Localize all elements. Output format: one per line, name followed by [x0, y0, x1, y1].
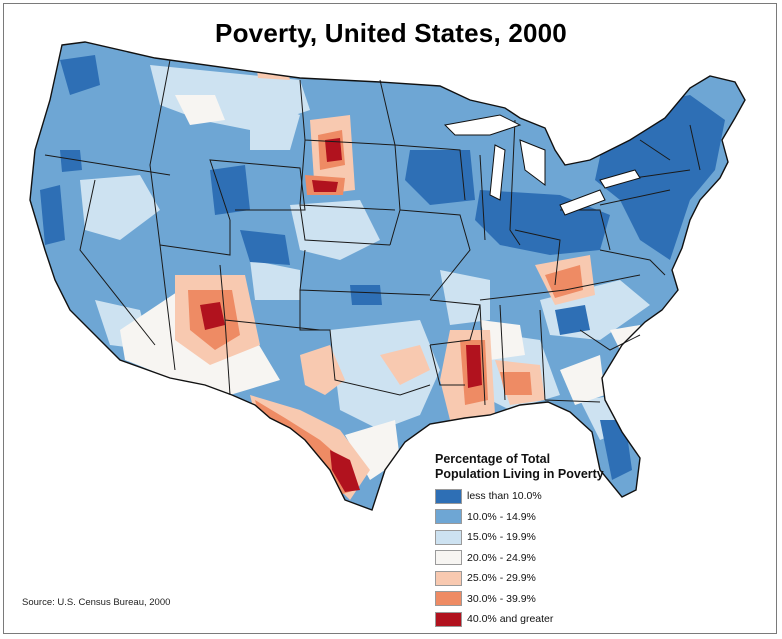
- legend-swatch: [435, 509, 462, 525]
- legend-item: 25.0% - 29.9%: [435, 568, 615, 589]
- legend-item: 10.0% - 14.9%: [435, 507, 615, 528]
- legend-label: 40.0% and greater: [467, 613, 554, 626]
- source-note: Source: U.S. Census Bureau, 2000: [22, 597, 171, 608]
- legend-item: 30.0% - 39.9%: [435, 589, 615, 610]
- legend-title-line-1: Percentage of Total: [435, 452, 551, 466]
- legend: Percentage of Total Population Living in…: [435, 452, 615, 630]
- map-title: Poverty, United States, 2000: [215, 18, 567, 48]
- legend-item: 15.0% - 19.9%: [435, 527, 615, 548]
- state-boundaries: [44, 59, 701, 406]
- legend-label: 20.0% - 24.9%: [467, 551, 536, 564]
- legend-label: 15.0% - 19.9%: [467, 531, 536, 544]
- legend-label: 10.0% - 14.9%: [467, 510, 536, 523]
- legend-swatch: [435, 570, 462, 586]
- legend-label: less than 10.0%: [467, 490, 542, 503]
- legend-swatch: [435, 591, 462, 607]
- great-lakes: [443, 114, 641, 216]
- legend-label: 25.0% - 29.9%: [467, 572, 536, 585]
- legend-swatch: [435, 529, 462, 545]
- legend-title-line-2: Population Living in Poverty: [435, 467, 604, 481]
- legend-title: Percentage of Total Population Living in…: [435, 452, 615, 482]
- legend-swatch: [435, 550, 462, 566]
- legend-item: 40.0% and greater: [435, 609, 615, 630]
- legend-swatch: [435, 488, 462, 504]
- legend-label: 30.0% - 39.9%: [467, 592, 536, 605]
- legend-item: less than 10.0%: [435, 486, 615, 507]
- legend-item: 20.0% - 24.9%: [435, 548, 615, 569]
- map-frame: [3, 3, 777, 634]
- legend-swatch: [435, 611, 462, 627]
